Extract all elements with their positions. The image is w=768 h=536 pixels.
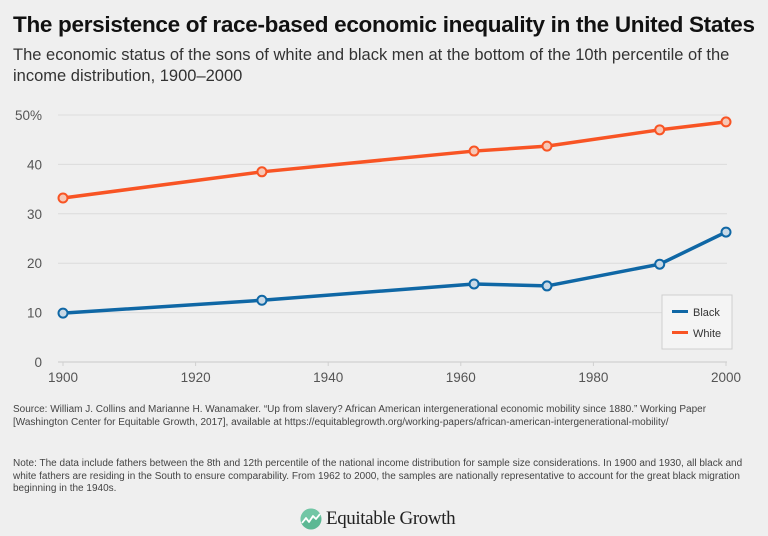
y-tick-label: 10 xyxy=(27,306,42,321)
data-point-white xyxy=(541,140,553,152)
x-tick-label: 1940 xyxy=(313,370,343,385)
methodology-note: Note: The data include fathers between t… xyxy=(13,458,743,494)
legend-box xyxy=(661,294,733,350)
x-tick-label: 2000 xyxy=(711,370,741,385)
gridlines xyxy=(58,114,727,363)
series-lines xyxy=(62,120,727,315)
series-line-white xyxy=(62,120,727,200)
y-axis-ticks: 0 10 20 30 40 50% xyxy=(15,108,42,370)
legend-swatch-black xyxy=(672,310,688,313)
data-point-black xyxy=(654,258,666,270)
x-tick-label: 1920 xyxy=(181,370,211,385)
chart-title: The persistence of race-based economic i… xyxy=(13,12,755,37)
y-tick-label: 40 xyxy=(27,157,42,172)
legend-label-white: White xyxy=(693,328,721,340)
x-tick-label: 1900 xyxy=(48,370,78,385)
x-tick-label: 1980 xyxy=(578,370,608,385)
data-point-black xyxy=(541,280,553,292)
x-axis-ticks: 1900 1920 1940 1960 1980 2000 xyxy=(48,362,741,385)
y-tick-label: 50% xyxy=(15,108,42,123)
series-line-black xyxy=(62,230,727,315)
data-point-white xyxy=(654,124,666,136)
equitable-growth-logo: Equitable Growth xyxy=(300,505,456,533)
legend-label-black: Black xyxy=(693,307,720,319)
data-point-white xyxy=(720,116,732,128)
data-point-white xyxy=(256,166,268,178)
data-point-white xyxy=(57,192,69,204)
legend: Black White xyxy=(661,294,733,350)
data-point-white xyxy=(468,145,480,157)
source-note: Source: William J. Collins and Marianne … xyxy=(13,404,707,428)
y-tick-label: 0 xyxy=(34,355,42,370)
data-point-black xyxy=(57,307,69,319)
y-tick-label: 20 xyxy=(27,256,42,271)
series-points xyxy=(57,116,732,319)
chart-subtitle: The economic status of the sons of white… xyxy=(13,46,730,85)
y-tick-label: 30 xyxy=(27,207,42,222)
data-point-black xyxy=(720,226,732,238)
data-point-black xyxy=(256,294,268,306)
legend-swatch-white xyxy=(672,331,688,334)
logo-text: Equitable Growth xyxy=(326,508,456,529)
x-tick-label: 1960 xyxy=(446,370,476,385)
line-chart: 0 10 20 30 40 50% 1900 1920 1940 1960 1980 2000 Bl… xyxy=(15,108,741,385)
data-point-black xyxy=(468,278,480,290)
growth-logo-icon xyxy=(300,508,322,530)
